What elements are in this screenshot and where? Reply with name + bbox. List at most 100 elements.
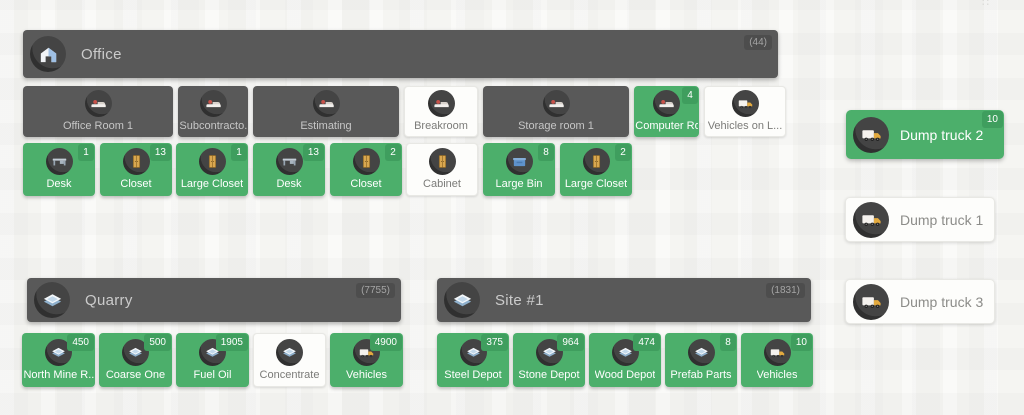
room-icon [199, 90, 227, 118]
card-label: Large Closet [180, 178, 244, 191]
item-card-breakroom[interactable]: Breakroom [404, 86, 478, 137]
card-label: Stone Depot [518, 368, 580, 381]
folder-title: Office [81, 45, 122, 63]
item-count-badge: (1831) [766, 283, 805, 298]
quantity-badge: 450 [67, 334, 94, 351]
room-icon [427, 90, 455, 118]
quantity-badge: 964 [557, 334, 584, 351]
card-label: Fuel Oil [193, 368, 232, 381]
quantity-badge: 4900 [369, 334, 402, 351]
card-label: Closet [120, 178, 152, 191]
folder-card-quarry[interactable]: Quarry (7755) [27, 278, 401, 322]
folder-card-site-1[interactable]: Site #1 (1831) [437, 278, 811, 322]
item-card-large-bin[interactable]: 8 Large Bin [483, 143, 555, 196]
desk-icon [275, 148, 303, 176]
quantity-badge: 1 [231, 144, 247, 161]
item-card-site-vehicles[interactable]: 10 Vehicles [741, 333, 813, 387]
item-card-estimating[interactable]: Estimating [253, 86, 399, 137]
truck-icon [731, 90, 759, 118]
material-icon [687, 338, 715, 366]
truck-card-dump-truck-1[interactable]: Dump truck 1 [845, 197, 995, 242]
room-icon [312, 90, 340, 118]
room-icon [542, 90, 570, 118]
item-card-vehicles-on-lot[interactable]: Vehicles on L... [704, 86, 786, 137]
quantity-badge: 375 [481, 334, 508, 351]
building-icon [30, 36, 66, 72]
item-card-large-closet-2[interactable]: 2 Large Closet [560, 143, 632, 196]
card-label: Cabinet [423, 178, 461, 191]
card-label: Large Closet [564, 178, 628, 191]
item-card-prefab-parts[interactable]: 8 Prefab Parts [665, 333, 737, 387]
desk-icon [45, 148, 73, 176]
quantity-badge: 4 [682, 87, 698, 104]
bin-icon [505, 148, 533, 176]
item-card-closet[interactable]: 13 Closet [100, 143, 172, 196]
room-icon [653, 90, 680, 118]
material-icon [276, 338, 303, 366]
card-label: Storage room 1 [518, 120, 594, 133]
card-label: Subcontracto... [179, 120, 247, 133]
card-label: Wood Depot [594, 368, 656, 381]
truck-icon [763, 338, 791, 366]
card-label: Coarse One [105, 368, 166, 381]
material-icon [34, 282, 70, 318]
card-label: Prefab Parts [670, 368, 732, 381]
quantity-badge: 13 [149, 144, 171, 161]
folder-title: Site #1 [495, 291, 544, 309]
item-card-north-mine[interactable]: 450 North Mine R... [22, 333, 95, 387]
closet-icon [198, 148, 226, 176]
closet-icon [352, 148, 380, 176]
partial-corner-glyph: ∷ [982, 0, 989, 9]
card-label: Computer Ro... [635, 120, 698, 133]
closet-icon [582, 148, 610, 176]
closet-icon [122, 148, 150, 176]
item-card-quarry-vehicles[interactable]: 4900 Vehicles [330, 333, 403, 387]
item-card-desk[interactable]: 1 Desk [23, 143, 95, 196]
card-label: Estimating [300, 120, 352, 133]
truck-card-dump-truck-3[interactable]: Dump truck 3 [845, 279, 995, 324]
item-count-badge: (7755) [356, 283, 395, 298]
quantity-badge: 10 [981, 111, 1003, 128]
card-label: Steel Depot [444, 368, 502, 381]
folder-card-office[interactable]: Office (44) [23, 30, 778, 78]
truck-icon [853, 116, 889, 153]
item-card-storage-room-1[interactable]: Storage room 1 [483, 86, 629, 137]
card-label: Desk [46, 178, 72, 191]
folder-title: Quarry [85, 291, 133, 309]
item-card-concentrate[interactable]: Concentrate [253, 333, 326, 387]
quantity-badge: 474 [633, 334, 660, 351]
item-count-badge: (44) [744, 35, 772, 50]
quantity-badge: 2 [385, 144, 401, 161]
material-icon [444, 282, 480, 318]
quantity-badge: 8 [720, 334, 736, 351]
item-card-coarse-one[interactable]: 500 Coarse One [99, 333, 172, 387]
item-card-office-room-1[interactable]: Office Room 1 [23, 86, 173, 137]
quantity-badge: 8 [538, 144, 554, 161]
item-card-steel-depot[interactable]: 375 Steel Depot [437, 333, 509, 387]
item-card-closet-2[interactable]: 2 Closet [330, 143, 402, 196]
card-label: Dump truck 2 [900, 126, 984, 143]
quantity-badge: 500 [144, 334, 171, 351]
item-card-desk-2[interactable]: 13 Desk [253, 143, 325, 196]
card-label: Concentrate [259, 368, 320, 381]
room-icon [84, 90, 112, 118]
card-label: Closet [350, 178, 382, 191]
card-label: Desk [276, 178, 302, 191]
card-label: Vehicles [346, 368, 387, 381]
item-card-wood-depot[interactable]: 474 Wood Depot [589, 333, 661, 387]
item-card-subcontractor[interactable]: Subcontracto... [178, 86, 248, 137]
quantity-badge: 13 [302, 144, 324, 161]
item-card-stone-depot[interactable]: 964 Stone Depot [513, 333, 585, 387]
truck-card-dump-truck-2[interactable]: 10 Dump truck 2 [846, 110, 1004, 159]
quantity-badge: 10 [790, 334, 812, 351]
card-label: Dump truck 3 [900, 293, 984, 310]
card-label: Breakroom [414, 120, 468, 133]
truck-icon [853, 201, 889, 238]
card-label: Large Bin [495, 178, 543, 191]
item-card-large-closet[interactable]: 1 Large Closet [176, 143, 248, 196]
item-card-fuel-oil[interactable]: 1905 Fuel Oil [176, 333, 249, 387]
item-card-cabinet[interactable]: Cabinet [406, 143, 478, 196]
quantity-badge: 2 [615, 144, 631, 161]
item-card-computer-room[interactable]: 4 Computer Ro... [634, 86, 699, 137]
